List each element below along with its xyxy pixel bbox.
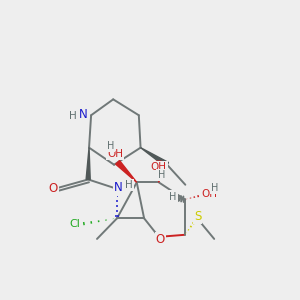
- Text: OH: OH: [201, 189, 217, 199]
- Text: O: O: [156, 233, 165, 246]
- Text: H: H: [106, 141, 114, 151]
- Text: N: N: [114, 182, 123, 194]
- Polygon shape: [156, 161, 161, 182]
- Polygon shape: [116, 160, 137, 182]
- Text: N: N: [79, 108, 87, 121]
- Text: OH: OH: [151, 162, 167, 172]
- Text: H: H: [125, 180, 133, 190]
- Text: H: H: [211, 183, 218, 193]
- Text: H: H: [158, 170, 165, 180]
- Polygon shape: [141, 148, 169, 167]
- Text: OH: OH: [107, 149, 123, 159]
- Polygon shape: [86, 148, 90, 179]
- Text: S: S: [194, 210, 201, 223]
- Text: H: H: [169, 191, 177, 202]
- Text: H: H: [69, 111, 77, 121]
- Text: O: O: [49, 182, 58, 195]
- Text: Cl: Cl: [70, 219, 81, 229]
